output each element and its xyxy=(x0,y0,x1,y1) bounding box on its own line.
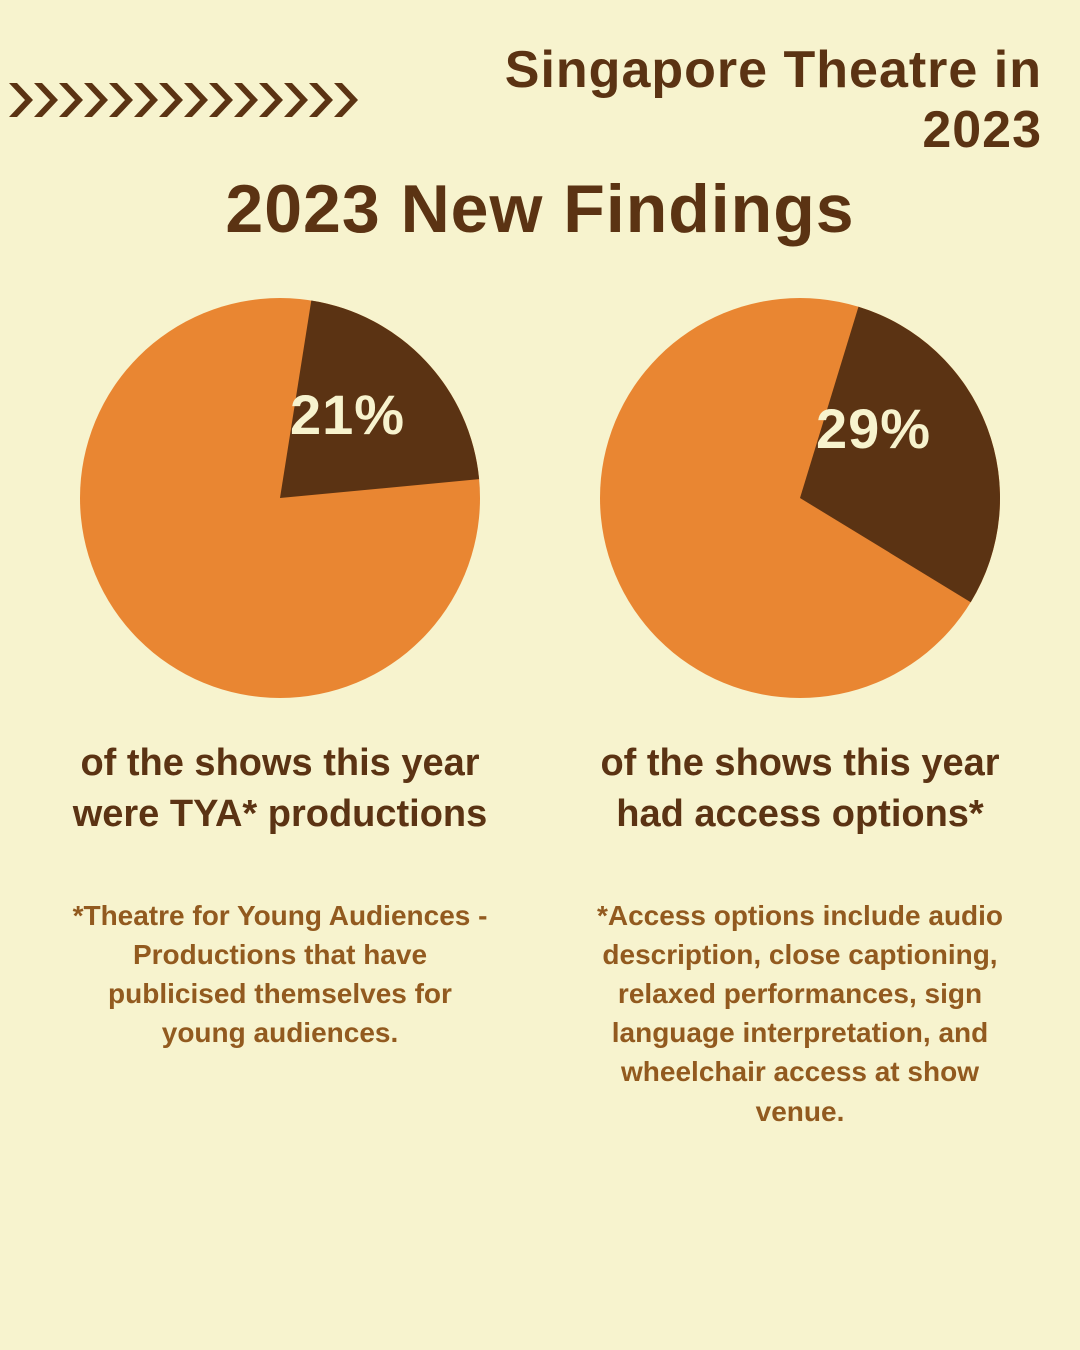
chart-caption-tya: of the shows this year were TYA* product… xyxy=(60,738,500,841)
chevron-right-icon xyxy=(107,81,135,119)
chevron-right-icon xyxy=(7,81,35,119)
chart-footnote-tya: *Theatre for Young Audiences - Productio… xyxy=(60,896,500,1053)
chevron-right-icon xyxy=(207,81,235,119)
chevron-right-icon xyxy=(32,81,60,119)
chart-caption-access: of the shows this year had access option… xyxy=(580,738,1020,841)
chevron-right-icon xyxy=(232,81,260,119)
pie-chart-access: 29% xyxy=(600,298,1000,698)
chevron-right-icon xyxy=(132,81,160,119)
page-subtitle: 2023 New Findings xyxy=(20,170,1060,248)
chevron-right-icon xyxy=(82,81,110,119)
pie-label-access: 29% xyxy=(816,396,931,461)
infographic-page: Singapore Theatre in 2023 2023 New Findi… xyxy=(0,0,1080,1350)
page-top-title: Singapore Theatre in 2023 xyxy=(380,40,1060,160)
chevron-right-icon xyxy=(182,81,210,119)
pie-chart-tya: 21% xyxy=(80,298,480,698)
chevron-right-icon xyxy=(257,81,285,119)
chevron-right-icon xyxy=(57,81,85,119)
chevron-right-icon xyxy=(157,81,185,119)
chart-column-access: 29% of the shows this year had access op… xyxy=(580,298,1020,1131)
chart-footnote-access: *Access options include audio descriptio… xyxy=(580,896,1020,1131)
chevron-right-icon xyxy=(307,81,335,119)
chevron-right-icon xyxy=(282,81,310,119)
chevron-strip xyxy=(10,81,360,119)
chevron-right-icon xyxy=(332,81,360,119)
chart-column-tya: 21% of the shows this year were TYA* pro… xyxy=(60,298,500,1131)
charts-row: 21% of the shows this year were TYA* pro… xyxy=(20,298,1060,1131)
pie-label-tya: 21% xyxy=(290,382,405,447)
header-row: Singapore Theatre in 2023 xyxy=(20,40,1060,160)
